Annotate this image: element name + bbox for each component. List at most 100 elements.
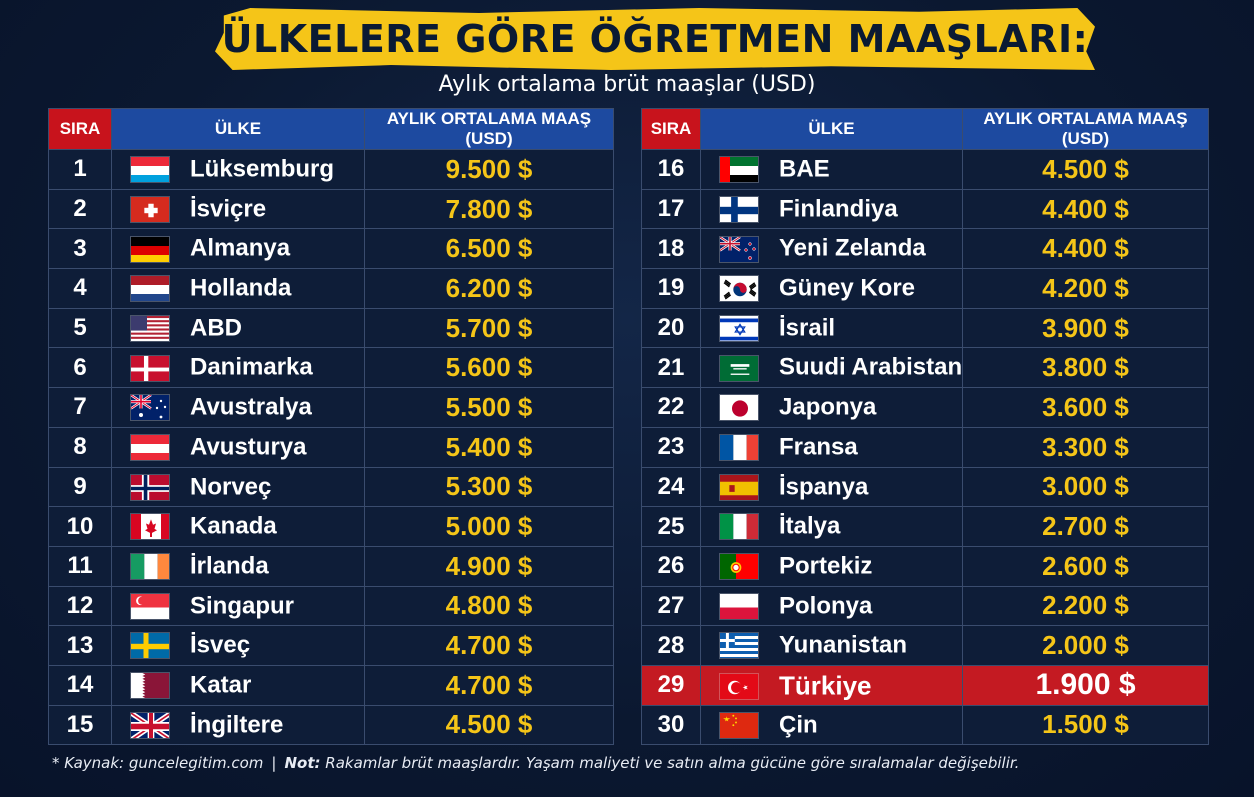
table-row: 29 Türkiye 1.900 $ [641,664,1209,706]
source-text: * Kaynak: guncelegitim.com [52,754,264,772]
table-header-row: SIRA ÜLKE AYLIK ORTALAMA MAAŞ (USD) [48,108,614,150]
rank-column-header: SIRA [48,108,112,150]
country-cell: Yunanistan [700,625,963,666]
country-name: Suudi Arabistan [779,354,963,382]
netherlands-flag-icon [130,275,170,303]
salary-cell: 4.400 $ [962,188,1209,230]
note-text: Rakamlar brüt maaşlardır. Yaşam maliyeti… [325,754,1020,772]
country-cell: Avusturya [111,426,365,468]
ireland-flag-icon [130,553,170,581]
country-name: Çin [779,711,818,739]
rank-column-header: SIRA [641,108,701,150]
country-name: İngiltere [190,711,284,739]
country-name: İsrail [779,314,836,342]
country-name: BAE [779,155,830,183]
rank-cell: 12 [48,585,112,627]
salary-cell: 4.400 $ [962,228,1209,270]
ranking-table-left: SIRA ÜLKE AYLIK ORTALAMA MAAŞ (USD) 1 Lük… [48,108,614,746]
page-subtitle: Aylık ortalama brüt maaşlar (USD) [438,72,816,97]
salary-cell: 4.500 $ [364,704,614,746]
rank-cell: 30 [641,704,701,746]
table-row: 23 Fransa 3.300 $ [641,426,1209,468]
china-flag-icon [719,711,759,739]
turkey-flag-icon [719,672,759,700]
australia-flag-icon [130,394,170,422]
new-zealand-flag-icon [719,235,759,263]
country-cell: Polonya [700,585,963,627]
table-row: 28 Yunanistan 2.000 $ [641,625,1209,666]
country-cell: İsviçre [111,188,365,230]
rank-cell: 3 [48,228,112,270]
canada-flag-icon [130,513,170,541]
salary-cell: 5.300 $ [364,466,614,508]
page-title: ÜLKELERE GÖRE ÖĞRETMEN MAAŞLARI: [221,17,1089,61]
salary-cell: 3.800 $ [962,347,1209,389]
salary-cell: 3.300 $ [962,426,1209,468]
table-row: 24 İspanya 3.000 $ [641,466,1209,508]
country-cell: İrlanda [111,545,365,587]
table-row: 21 Suudi Arabistan 3.800 $ [641,347,1209,389]
country-cell: Güney Kore [700,268,963,309]
country-name: Norveç [190,473,272,501]
salary-cell: 4.800 $ [364,585,614,627]
country-name: İsveç [190,631,251,659]
table-row: 16 BAE 4.500 $ [641,149,1209,190]
country-cell: ABD [111,307,365,349]
table-row: 1 Lüksemburg 9.500 $ [48,149,614,190]
country-cell: İsrail [700,307,963,349]
table-row: 15 İngiltere 4.500 $ [48,704,614,746]
rank-cell: 27 [641,585,701,627]
greece-flag-icon [719,632,759,660]
table-row: 27 Polonya 2.200 $ [641,585,1209,627]
rank-cell: 20 [641,307,701,349]
ranking-table-right: SIRA ÜLKE AYLIK ORTALAMA MAAŞ (USD) 16 BA… [641,108,1209,746]
denmark-flag-icon [130,354,170,382]
country-name: Güney Kore [779,274,916,302]
country-cell: İsveç [111,625,365,666]
table-row: 6 Danimarka 5.600 $ [48,347,614,389]
rank-cell: 7 [48,387,112,428]
uae-flag-icon [719,156,759,184]
country-name: Singapur [190,592,295,620]
table-row: 14 Katar 4.700 $ [48,664,614,706]
table-row: 13 İsveç 4.700 $ [48,625,614,666]
salary-cell: 4.500 $ [962,149,1209,190]
country-cell: Finlandiya [700,188,963,230]
table-row: 11 İrlanda 4.900 $ [48,545,614,587]
luxembourg-flag-icon [130,156,170,184]
country-cell: Norveç [111,466,365,508]
portugal-flag-icon [719,553,759,581]
country-cell: Japonya [700,387,963,428]
table-row: 5 ABD 5.700 $ [48,307,614,349]
country-cell: Almanya [111,228,365,270]
salary-cell: 2.700 $ [962,506,1209,547]
table-row: 17 Finlandiya 4.400 $ [641,188,1209,230]
salary-cell: 5.400 $ [364,426,614,468]
note-label: Not: [284,754,321,772]
rank-cell: 15 [48,704,112,746]
salary-column-header: AYLIK ORTALAMA MAAŞ (USD) [962,108,1209,150]
rank-cell: 25 [641,506,701,547]
rank-cell: 22 [641,387,701,428]
country-cell: Portekiz [700,545,963,587]
salary-column-header: AYLIK ORTALAMA MAAŞ (USD) [364,108,614,150]
salary-cell: 3.900 $ [962,307,1209,349]
country-name: Almanya [190,235,291,263]
salary-cell: 4.700 $ [364,625,614,666]
saudi-arabia-flag-icon [719,354,759,382]
table-row: 4 Hollanda 6.200 $ [48,268,614,309]
country-name: İrlanda [190,552,269,580]
country-name: Portekiz [779,552,873,580]
country-name: Hollanda [190,274,292,302]
country-cell: Çin [700,704,963,746]
table-row: 22 Japonya 3.600 $ [641,387,1209,428]
country-column-header: ÜLKE [111,108,365,150]
rank-cell: 18 [641,228,701,270]
table-row: 30 Çin 1.500 $ [641,704,1209,746]
salary-cell: 1.500 $ [962,704,1209,746]
salary-cell: 5.600 $ [364,347,614,389]
salary-cell: 3.600 $ [962,387,1209,428]
country-name: İtalya [779,512,841,540]
table-row: 26 Portekiz 2.600 $ [641,545,1209,587]
country-name: İspanya [779,473,869,501]
